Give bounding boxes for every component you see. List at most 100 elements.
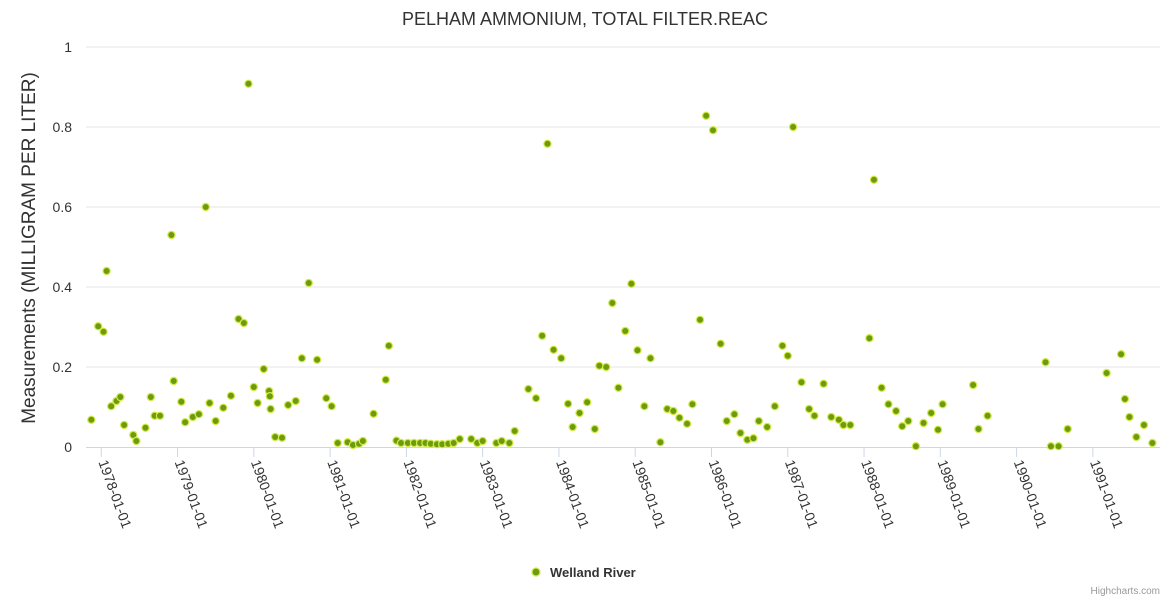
credits-link[interactable]: Highcharts.com xyxy=(1091,586,1160,597)
data-point[interactable] xyxy=(834,415,844,424)
data-point[interactable] xyxy=(297,354,307,363)
data-point[interactable] xyxy=(557,354,566,363)
data-point[interactable] xyxy=(1148,438,1157,448)
data-point[interactable] xyxy=(621,326,630,336)
data-point[interactable] xyxy=(455,434,464,444)
data-point[interactable] xyxy=(904,416,913,426)
data-point[interactable] xyxy=(846,420,855,430)
data-point[interactable] xyxy=(933,425,943,434)
legend-label[interactable]: Welland River xyxy=(550,565,636,580)
data-point[interactable] xyxy=(537,331,547,340)
data-point[interactable] xyxy=(708,125,718,135)
data-point[interactable] xyxy=(762,422,772,432)
data-point[interactable] xyxy=(749,434,758,443)
data-point[interactable] xyxy=(327,402,336,411)
data-point[interactable] xyxy=(736,428,745,438)
data-point[interactable] xyxy=(891,406,901,416)
data-point[interactable] xyxy=(716,339,725,348)
data-point[interactable] xyxy=(675,413,684,422)
data-point[interactable] xyxy=(253,398,262,408)
data-point[interactable] xyxy=(919,418,928,428)
data-point[interactable] xyxy=(239,318,249,328)
data-point[interactable] xyxy=(1054,442,1063,451)
data-point[interactable] xyxy=(869,175,879,184)
data-point[interactable] xyxy=(595,361,604,370)
data-point[interactable] xyxy=(146,392,156,402)
data-point[interactable] xyxy=(563,399,573,408)
data-point[interactable] xyxy=(194,410,204,419)
data-point[interactable] xyxy=(865,334,874,343)
data-point[interactable] xyxy=(531,394,541,403)
data-point[interactable] xyxy=(778,341,787,350)
data-point[interactable] xyxy=(358,436,368,446)
data-point[interactable] xyxy=(1102,368,1111,378)
data-point[interactable] xyxy=(322,394,331,403)
data-point[interactable] xyxy=(640,402,649,411)
data-point[interactable] xyxy=(265,392,275,401)
data-point[interactable] xyxy=(201,202,210,212)
data-point[interactable] xyxy=(244,79,253,89)
data-point[interactable] xyxy=(688,400,697,409)
data-point[interactable] xyxy=(877,383,886,392)
data-point[interactable] xyxy=(505,438,514,448)
data-point[interactable] xyxy=(497,436,506,446)
data-point[interactable] xyxy=(754,416,763,426)
data-point[interactable] xyxy=(590,424,599,434)
data-point[interactable] xyxy=(1125,412,1134,422)
data-point[interactable] xyxy=(788,122,798,132)
data-point[interactable] xyxy=(543,139,552,148)
data-point[interactable] xyxy=(478,436,487,446)
data-point[interactable] xyxy=(99,327,108,336)
data-point[interactable] xyxy=(983,411,992,420)
data-point[interactable] xyxy=(1041,358,1050,367)
data-point[interactable] xyxy=(396,438,406,448)
data-point[interactable] xyxy=(810,411,819,420)
data-point[interactable] xyxy=(1063,424,1072,434)
data-point[interactable] xyxy=(510,426,519,436)
data-point[interactable] xyxy=(627,279,636,288)
data-point[interactable] xyxy=(608,298,617,308)
data-point[interactable] xyxy=(381,375,390,384)
data-point[interactable] xyxy=(770,402,779,411)
data-point[interactable] xyxy=(897,422,907,431)
data-point[interactable] xyxy=(575,408,584,418)
data-point[interactable] xyxy=(783,351,792,360)
data-point[interactable] xyxy=(968,380,978,390)
data-point[interactable] xyxy=(819,379,828,388)
data-point[interactable] xyxy=(839,420,848,430)
data-point[interactable] xyxy=(132,436,141,446)
data-point[interactable] xyxy=(549,345,558,354)
data-point[interactable] xyxy=(1120,394,1130,404)
data-point[interactable] xyxy=(701,111,711,121)
data-point[interactable] xyxy=(695,315,705,324)
data-point[interactable] xyxy=(283,400,293,410)
data-point[interactable] xyxy=(827,412,836,422)
data-point[interactable] xyxy=(226,391,236,400)
data-point[interactable] xyxy=(219,403,228,412)
data-point[interactable] xyxy=(582,398,592,407)
data-point[interactable] xyxy=(169,376,178,386)
data-point[interactable] xyxy=(1116,350,1126,359)
data-point[interactable] xyxy=(177,397,186,406)
data-point[interactable] xyxy=(804,404,814,414)
data-point[interactable] xyxy=(384,341,394,350)
data-point[interactable] xyxy=(524,384,533,394)
data-point[interactable] xyxy=(1139,420,1149,430)
data-point[interactable] xyxy=(259,364,268,374)
data-point[interactable] xyxy=(926,408,936,418)
data-point[interactable] xyxy=(270,432,280,442)
data-point[interactable] xyxy=(333,438,342,448)
data-point[interactable] xyxy=(291,396,300,406)
data-point[interactable] xyxy=(167,230,176,240)
data-point[interactable] xyxy=(94,322,103,331)
data-point[interactable] xyxy=(884,400,893,409)
data-point[interactable] xyxy=(722,416,731,426)
data-point[interactable] xyxy=(646,354,655,363)
data-point[interactable] xyxy=(211,416,220,426)
data-point[interactable] xyxy=(277,433,287,442)
data-point[interactable] xyxy=(911,442,921,451)
data-point[interactable] xyxy=(87,415,96,424)
data-point[interactable] xyxy=(312,355,322,364)
data-point[interactable] xyxy=(102,266,111,276)
data-point[interactable] xyxy=(141,423,150,432)
